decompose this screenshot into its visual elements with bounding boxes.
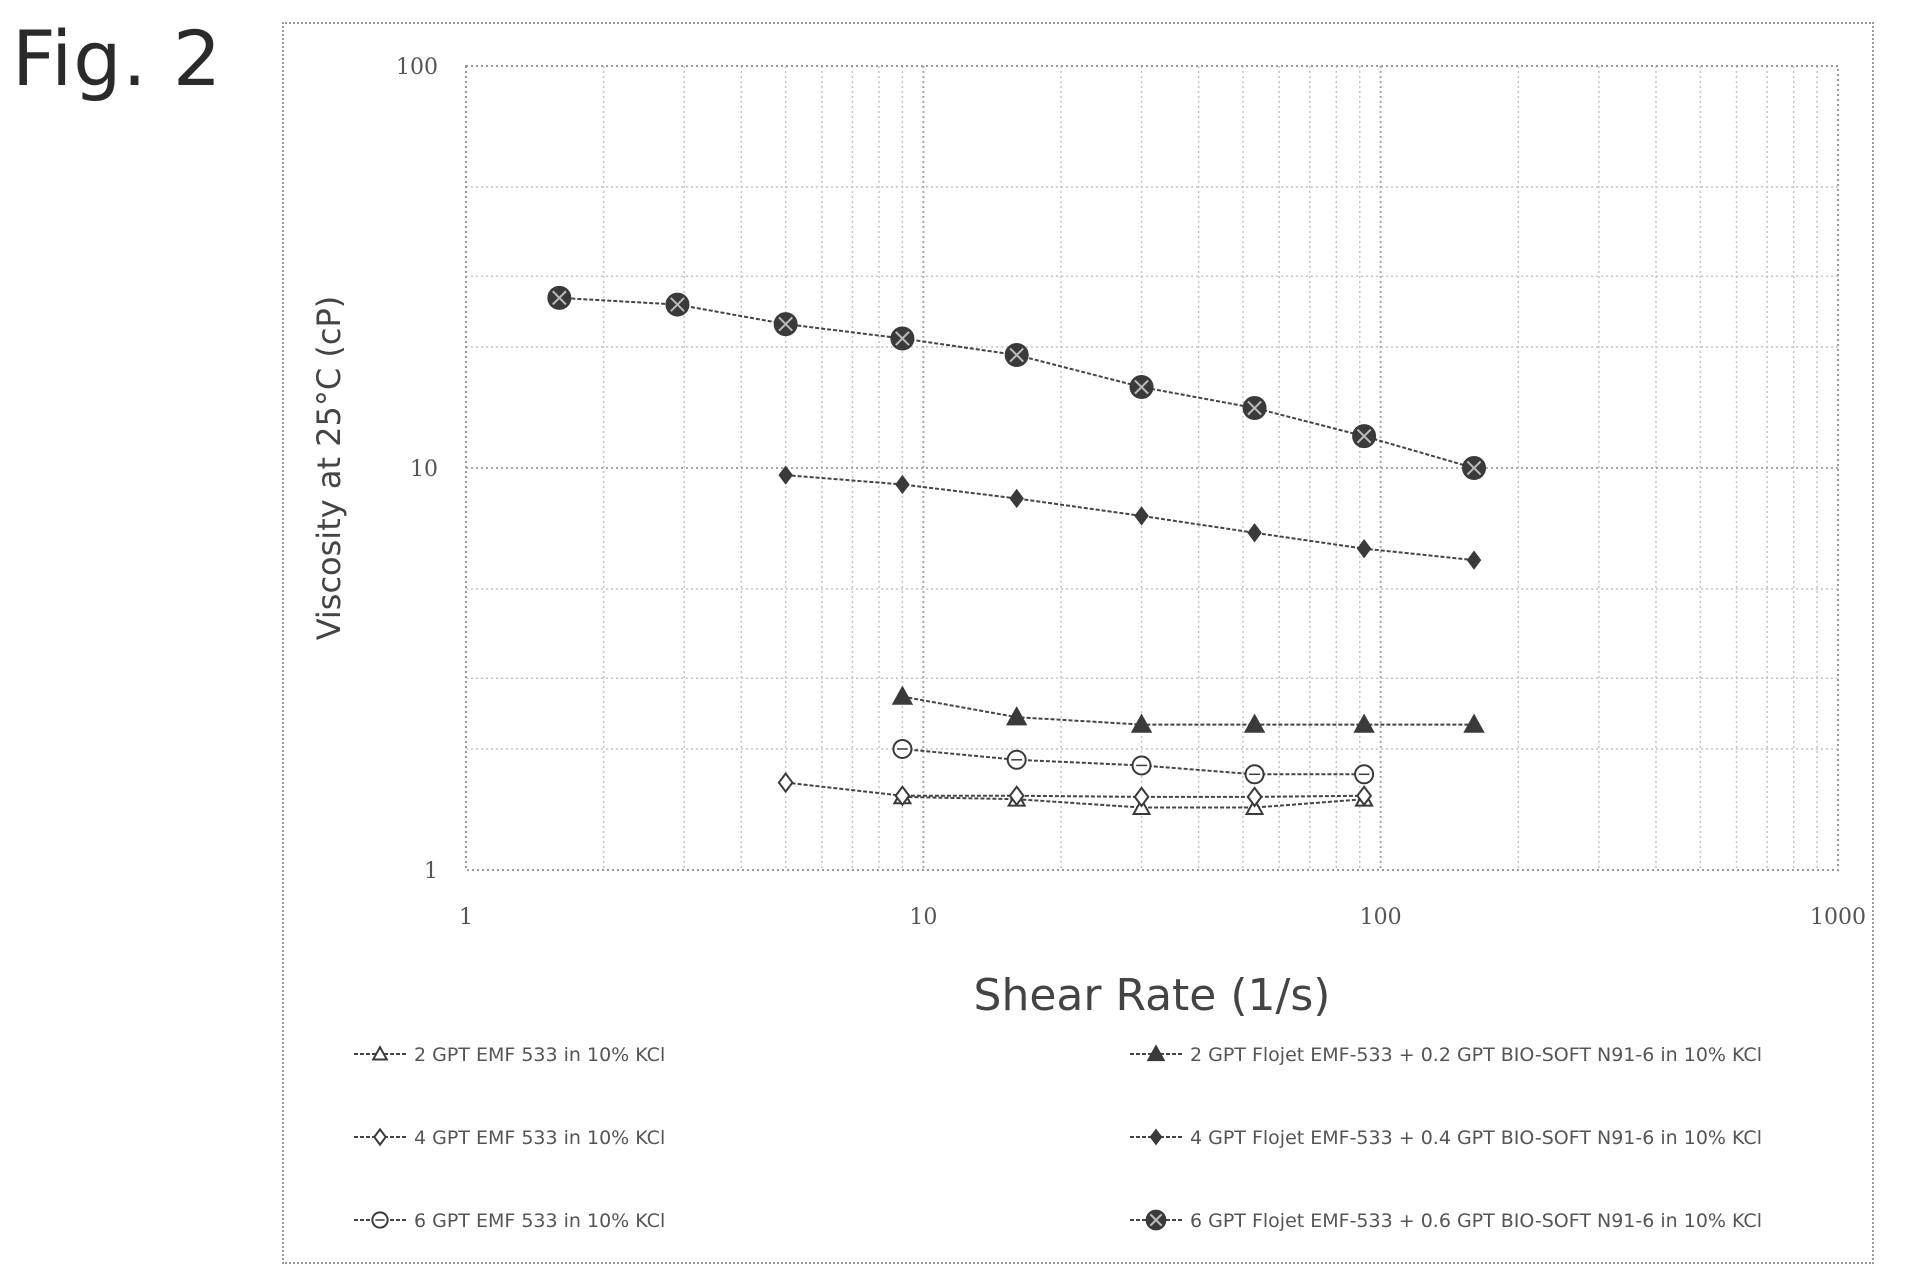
- data-point: [1244, 764, 1265, 785]
- data-point: [895, 474, 910, 495]
- series-layer: [547, 285, 1487, 815]
- data-point: [1133, 786, 1150, 808]
- series-line: [785, 474, 1475, 562]
- legend: 2 GPT EMF 533 in 10% KCl 2 GPT Flojet EMF…: [354, 1044, 1762, 1232]
- data-point: [1130, 713, 1153, 733]
- x-tick-label: 10: [909, 905, 937, 930]
- legend-item: 6 GPT EMF 533 in 10% KCl: [354, 1210, 665, 1232]
- data-point: [1243, 713, 1266, 733]
- legend-marker: [1146, 1044, 1166, 1062]
- data-point: [1131, 755, 1152, 776]
- data-point: [1005, 706, 1028, 726]
- data-point: [773, 312, 798, 337]
- data-point: [777, 771, 794, 794]
- x-tick-labels: 1 10 100 1000: [459, 905, 1866, 930]
- data-point: [890, 326, 915, 351]
- legend-item: 2 GPT EMF 533 in 10% KCl: [354, 1044, 665, 1066]
- series-1: [892, 786, 1374, 815]
- data-point: [1004, 343, 1029, 368]
- y-tick-label: 1: [424, 859, 438, 884]
- plot-area-border: [465, 65, 1839, 871]
- data-point: [892, 738, 913, 759]
- legend-marker: [1149, 1128, 1163, 1146]
- data-point: [547, 285, 572, 310]
- chart-svg: 1 10 100 1000 1 10 100 Shear Rate (1/s) Visco…: [310, 55, 1866, 1232]
- series-6: [547, 285, 1487, 480]
- series-line: [559, 296, 1475, 469]
- legend-marker: [371, 1211, 389, 1229]
- data-point: [1356, 538, 1372, 559]
- legend-marker: [373, 1127, 387, 1147]
- y-tick-label: 100: [396, 55, 438, 80]
- series-line: [902, 695, 1475, 726]
- legend-marker: [1145, 1209, 1167, 1231]
- y-tick-label: 10: [410, 457, 438, 482]
- series-4: [891, 685, 1485, 733]
- data-point: [891, 685, 914, 705]
- data-point: [1352, 424, 1377, 449]
- series-line: [902, 795, 1365, 809]
- legend-label: 4 GPT EMF 533 in 10% KCl: [414, 1127, 665, 1149]
- legend-item: 4 GPT EMF 533 in 10% KCl: [354, 1127, 665, 1149]
- grid-layer: [466, 66, 1838, 870]
- series-5: [778, 465, 1482, 570]
- data-point: [1134, 506, 1149, 526]
- legend-label: 6 GPT Flojet EMF-533 + 0.6 GPT BIO-SOFT …: [1190, 1210, 1762, 1232]
- legend-item: 6 GPT Flojet EMF-533 + 0.6 GPT BIO-SOFT …: [1130, 1209, 1762, 1232]
- x-axis-title: Shear Rate (1/s): [974, 970, 1331, 1021]
- series-3: [892, 738, 1375, 785]
- data-point: [1466, 550, 1482, 570]
- data-point: [894, 785, 911, 807]
- data-point: [1009, 488, 1024, 509]
- series-line: [785, 781, 1365, 798]
- data-point: [1463, 713, 1485, 733]
- data-point: [665, 292, 690, 317]
- y-axis-title: Viscosity at 25°C (cP): [310, 296, 348, 641]
- chart-frame: 1 10 100 1000 1 10 100 Shear Rate (1/s) Visco…: [282, 22, 1874, 1264]
- x-tick-label: 1: [459, 905, 473, 930]
- data-point: [1353, 713, 1375, 733]
- y-tick-labels: 1 10 100: [396, 55, 438, 884]
- legend-label: 6 GPT EMF 533 in 10% KCl: [414, 1210, 665, 1232]
- data-point: [1129, 375, 1154, 400]
- figure-label: Fig. 2: [12, 14, 223, 103]
- data-point: [1247, 523, 1262, 543]
- data-point: [1006, 749, 1027, 770]
- x-tick-label: 100: [1360, 905, 1402, 930]
- data-point: [778, 465, 793, 485]
- legend-item: 2 GPT Flojet EMF-533 + 0.2 GPT BIO-SOFT …: [1130, 1044, 1762, 1066]
- data-point: [1008, 785, 1025, 807]
- x-tick-label: 1000: [1810, 905, 1866, 930]
- data-point: [1354, 764, 1375, 785]
- legend-label: 4 GPT Flojet EMF-533 + 0.4 GPT BIO-SOFT …: [1190, 1127, 1762, 1149]
- data-point: [1462, 456, 1487, 480]
- series-2: [777, 771, 1373, 808]
- data-point: [1242, 396, 1267, 421]
- data-point: [1246, 786, 1263, 808]
- data-point: [1356, 785, 1373, 807]
- legend-label: 2 GPT EMF 533 in 10% KCl: [414, 1044, 665, 1066]
- legend-marker: [371, 1045, 389, 1061]
- legend-item: 4 GPT Flojet EMF-533 + 0.4 GPT BIO-SOFT …: [1130, 1127, 1762, 1149]
- legend-label: 2 GPT Flojet EMF-533 + 0.2 GPT BIO-SOFT …: [1190, 1044, 1762, 1066]
